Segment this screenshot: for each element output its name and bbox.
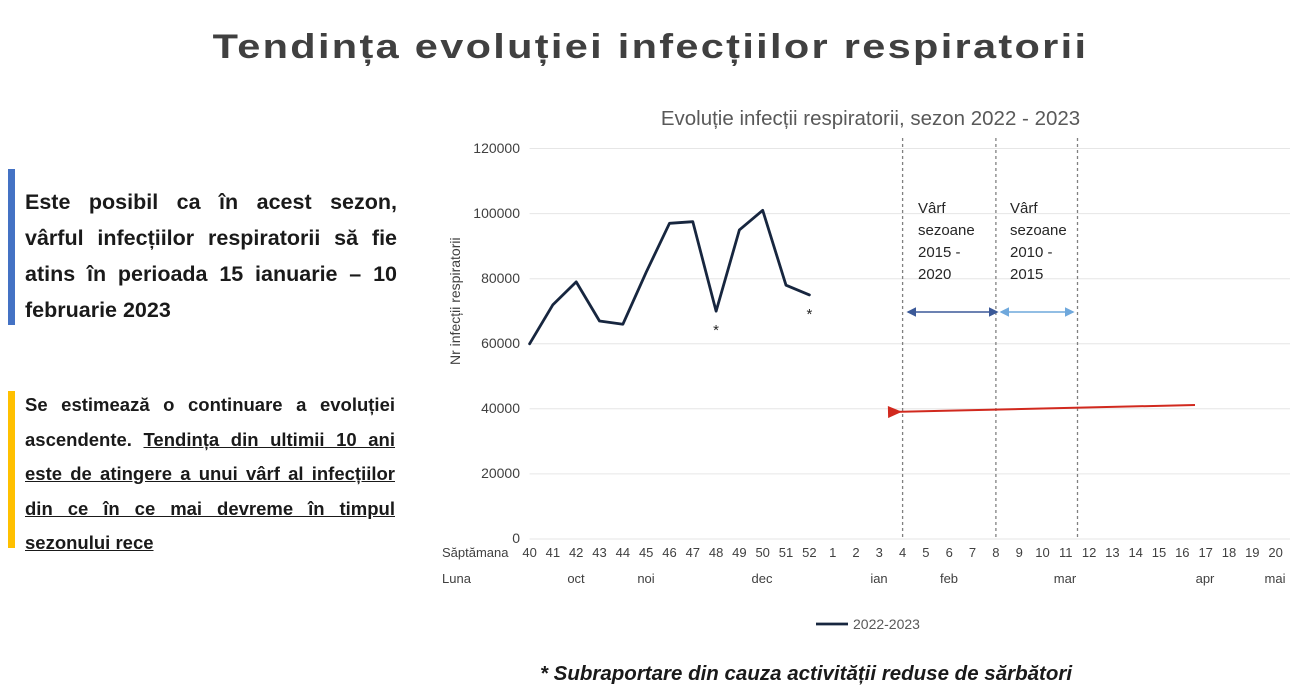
svg-text:6: 6 — [946, 545, 953, 560]
svg-text:120000: 120000 — [473, 140, 520, 156]
svg-text:10: 10 — [1035, 545, 1049, 560]
svg-text:50: 50 — [755, 545, 769, 560]
svg-text:2020: 2020 — [918, 266, 951, 283]
svg-text:oct: oct — [567, 571, 585, 586]
svg-text:7: 7 — [969, 545, 976, 560]
svg-text:16: 16 — [1175, 545, 1189, 560]
svg-text:19: 19 — [1245, 545, 1259, 560]
svg-text:ian: ian — [870, 571, 887, 586]
svg-text:Vârf: Vârf — [918, 200, 946, 217]
svg-text:18: 18 — [1222, 545, 1236, 560]
svg-text:1: 1 — [829, 545, 836, 560]
svg-text:4: 4 — [899, 545, 906, 560]
svg-text:12: 12 — [1082, 545, 1096, 560]
svg-text:Vârf: Vârf — [1010, 200, 1038, 217]
svg-text:apr: apr — [1196, 571, 1215, 586]
svg-text:43: 43 — [592, 545, 606, 560]
svg-text:42: 42 — [569, 545, 583, 560]
svg-text:14: 14 — [1128, 545, 1142, 560]
svg-text:80000: 80000 — [481, 270, 520, 286]
svg-text:13: 13 — [1105, 545, 1119, 560]
svg-text:sezoane: sezoane — [918, 222, 975, 239]
svg-text:*: * — [713, 322, 719, 339]
svg-text:dec: dec — [752, 571, 773, 586]
svg-text:49: 49 — [732, 545, 746, 560]
svg-text:47: 47 — [686, 545, 700, 560]
svg-text:2: 2 — [852, 545, 859, 560]
svg-text:noi: noi — [637, 571, 654, 586]
svg-text:20000: 20000 — [481, 465, 520, 481]
svg-text:40000: 40000 — [481, 400, 520, 416]
svg-text:sezoane: sezoane — [1010, 222, 1067, 239]
svg-text:45: 45 — [639, 545, 653, 560]
svg-text:Nr infecții respiratorii: Nr infecții respiratorii — [447, 237, 463, 365]
svg-text:mai: mai — [1265, 571, 1286, 586]
svg-text:8: 8 — [992, 545, 999, 560]
svg-text:Săptămana: Săptămana — [442, 545, 509, 560]
svg-text:41: 41 — [546, 545, 560, 560]
svg-text:17: 17 — [1198, 545, 1212, 560]
svg-text:2010 -: 2010 - — [1010, 244, 1053, 261]
svg-text:9: 9 — [1016, 545, 1023, 560]
svg-text:3: 3 — [876, 545, 883, 560]
svg-text:2015: 2015 — [1010, 266, 1043, 283]
svg-text:15: 15 — [1152, 545, 1166, 560]
svg-text:52: 52 — [802, 545, 816, 560]
svg-text:100000: 100000 — [473, 205, 520, 221]
svg-text:48: 48 — [709, 545, 723, 560]
svg-text:20: 20 — [1268, 545, 1282, 560]
svg-text:0: 0 — [512, 530, 520, 546]
svg-text:*: * — [806, 306, 812, 323]
svg-text:2022-2023: 2022-2023 — [853, 616, 920, 632]
svg-text:2015 -: 2015 - — [918, 244, 961, 261]
svg-text:11: 11 — [1059, 545, 1073, 560]
svg-text:Luna: Luna — [442, 571, 472, 586]
svg-text:46: 46 — [662, 545, 676, 560]
svg-text:51: 51 — [779, 545, 793, 560]
svg-text:60000: 60000 — [481, 335, 520, 351]
svg-text:feb: feb — [940, 571, 958, 586]
svg-text:5: 5 — [922, 545, 929, 560]
svg-text:mar: mar — [1054, 571, 1077, 586]
svg-text:40: 40 — [522, 545, 536, 560]
svg-text:44: 44 — [616, 545, 630, 560]
